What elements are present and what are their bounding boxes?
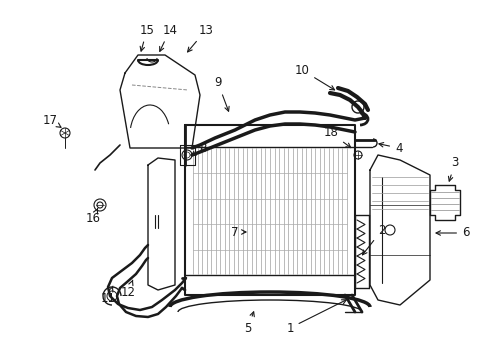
- Text: 10: 10: [294, 63, 334, 90]
- Text: 15: 15: [139, 23, 154, 51]
- Text: 4: 4: [378, 141, 402, 154]
- Text: 17: 17: [42, 113, 61, 127]
- Text: 5: 5: [244, 312, 254, 334]
- Text: 13: 13: [187, 23, 213, 52]
- Text: 3: 3: [447, 157, 458, 181]
- Text: 18: 18: [323, 126, 350, 148]
- Text: 6: 6: [435, 226, 468, 239]
- Text: 14: 14: [160, 23, 177, 51]
- Text: 11: 11: [101, 286, 115, 305]
- Text: 16: 16: [85, 208, 101, 225]
- Text: 2: 2: [362, 224, 385, 255]
- Text: 12: 12: [120, 280, 135, 298]
- Text: 8: 8: [191, 141, 206, 156]
- Text: 9: 9: [214, 77, 229, 111]
- Text: 7: 7: [230, 225, 245, 238]
- Text: 1: 1: [285, 300, 346, 334]
